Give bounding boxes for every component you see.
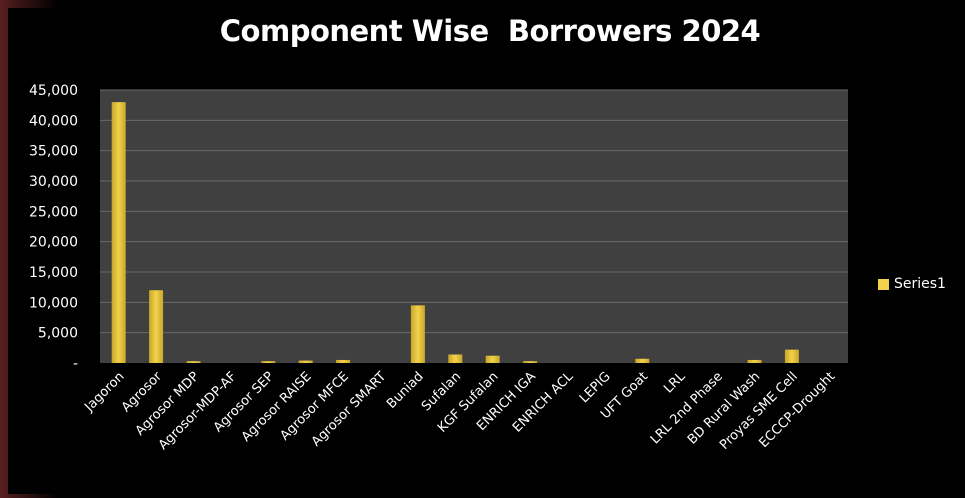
y-tick-label: - xyxy=(73,356,78,372)
bar xyxy=(410,305,425,363)
bar xyxy=(111,102,126,363)
legend-label: Series1 xyxy=(894,276,946,292)
y-tick-label: 10,000 xyxy=(29,295,78,311)
y-tick-label: 5,000 xyxy=(38,326,78,342)
bar xyxy=(448,354,463,363)
bar xyxy=(261,361,276,363)
legend: Series1 xyxy=(878,276,946,292)
bar xyxy=(747,359,762,363)
bar xyxy=(523,361,538,363)
x-tick-label: Jagoron xyxy=(81,369,127,415)
y-tick-label: 15,000 xyxy=(29,265,78,281)
y-tick-label: 25,000 xyxy=(29,204,78,220)
bar xyxy=(186,361,201,363)
y-tick-label: 40,000 xyxy=(29,113,78,129)
bar xyxy=(485,355,500,363)
bar xyxy=(336,359,351,363)
y-tick-label: 35,000 xyxy=(29,144,78,160)
y-tick-label: 30,000 xyxy=(29,174,78,190)
y-tick-label: 20,000 xyxy=(29,235,78,251)
y-tick-label: 45,000 xyxy=(29,83,78,99)
legend-swatch xyxy=(878,278,889,290)
bar xyxy=(784,349,799,363)
x-tick-label: LRL xyxy=(661,369,689,397)
plot-background xyxy=(100,90,848,363)
bar xyxy=(149,290,164,363)
bar xyxy=(298,360,313,363)
chart-title: Component Wise Borrowers 2024 xyxy=(219,14,761,48)
bar xyxy=(635,358,650,363)
